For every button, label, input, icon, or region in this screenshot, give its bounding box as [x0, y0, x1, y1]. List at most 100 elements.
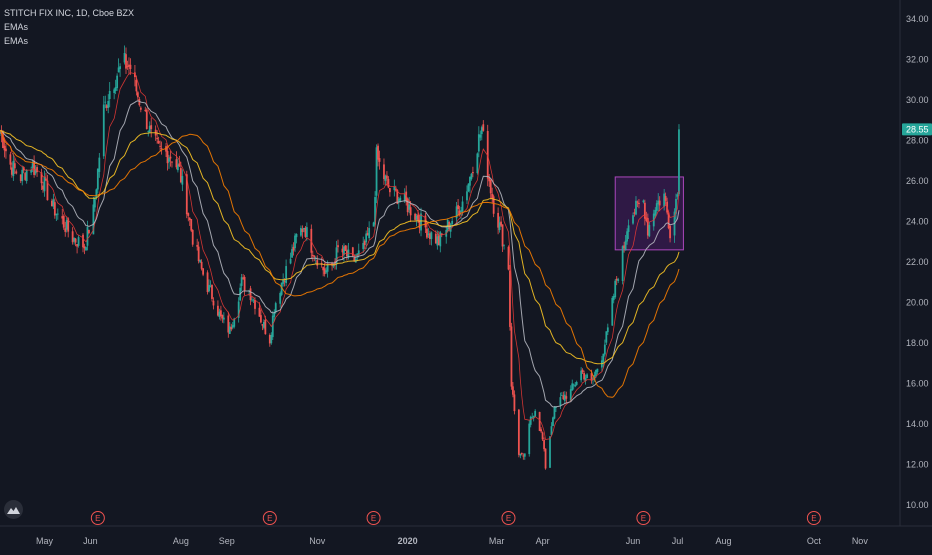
candle-body — [497, 212, 500, 228]
y-tick-label-0: 10.00 — [906, 500, 929, 510]
candle-body — [409, 207, 412, 216]
candle-body — [669, 225, 671, 239]
candle-body — [512, 386, 514, 395]
tradingview-logo-icon[interactable] — [4, 500, 23, 519]
candle-body — [222, 317, 225, 320]
candle-body — [264, 319, 267, 335]
candle-body — [492, 196, 495, 214]
candle-body — [368, 228, 371, 239]
earnings-marker-icon — [262, 511, 277, 525]
candle-body — [95, 189, 98, 198]
candle-body — [366, 233, 369, 236]
candle-body — [65, 220, 68, 230]
candle-body — [221, 315, 224, 319]
highlight-box — [614, 176, 684, 251]
candle-body — [461, 201, 464, 212]
candle-body — [344, 245, 347, 251]
candle-body — [362, 243, 365, 250]
candle-body — [590, 373, 593, 381]
x-tick-label-5: 2020 — [398, 536, 418, 546]
candle-body — [365, 233, 368, 243]
earnings-marker-icon — [636, 511, 651, 525]
candle-body — [351, 247, 354, 256]
candle-body — [88, 229, 90, 234]
candle-body — [491, 193, 494, 199]
candle-body — [519, 453, 522, 456]
candle-body — [633, 212, 636, 214]
candle-body — [470, 173, 473, 180]
candle-body — [426, 228, 428, 238]
candle-body — [621, 246, 624, 281]
candle-body — [482, 124, 485, 131]
candle-body — [563, 394, 566, 401]
candle-body — [356, 253, 359, 257]
candle-body — [128, 64, 130, 67]
candle-body — [517, 409, 520, 455]
candle-body — [107, 101, 110, 108]
candle-body — [583, 373, 585, 380]
candle-body — [635, 200, 637, 215]
indicator-ema-1[interactable]: EMAs — [4, 22, 29, 32]
candle-body — [304, 227, 307, 237]
candle-body — [34, 168, 37, 174]
candle-body — [458, 210, 461, 215]
candle-body — [199, 260, 202, 263]
candle-body — [614, 280, 617, 298]
candle-body — [565, 396, 568, 399]
candle-body — [200, 261, 203, 269]
candle-body — [282, 279, 285, 284]
y-tick-label-6: 22.00 — [906, 257, 929, 267]
candle-body — [212, 300, 215, 306]
candle-body — [273, 312, 276, 317]
candle-body — [181, 176, 184, 185]
candle-body — [196, 245, 199, 247]
last-price-badge — [902, 123, 932, 136]
candle-body — [386, 175, 388, 179]
earnings-marker-label: E — [267, 514, 272, 523]
candle-body — [291, 248, 293, 258]
candle-body — [549, 436, 551, 468]
candle-body — [437, 235, 440, 246]
candle-body — [466, 191, 468, 201]
candle-body — [550, 426, 553, 436]
candle-body — [325, 270, 328, 273]
indicator-ema-2[interactable]: EMAs — [4, 36, 29, 46]
candle-body — [451, 220, 454, 225]
candle-body — [372, 222, 375, 227]
candle-body — [439, 232, 442, 247]
candle-body — [476, 153, 479, 174]
candle-body — [544, 448, 547, 469]
candle-body — [283, 281, 286, 282]
candle-body — [61, 216, 64, 219]
candle-body — [363, 241, 366, 246]
candle-body — [357, 250, 360, 256]
candle-body — [636, 201, 639, 203]
symbol-title[interactable]: STITCH FIX INC, 1D, Cboe BZX — [4, 8, 135, 18]
candle-body — [249, 288, 252, 301]
candle-body — [46, 180, 49, 201]
candle-body — [581, 369, 584, 373]
candle-body — [624, 240, 627, 250]
candle-body — [528, 423, 531, 455]
candle-body — [529, 416, 532, 425]
candle-body — [343, 246, 345, 255]
candle-body — [98, 157, 101, 172]
candle-body — [73, 237, 76, 242]
earnings-marker-label: E — [811, 514, 816, 523]
candle-body — [83, 246, 86, 249]
candle-body — [168, 158, 170, 162]
candle-body — [175, 159, 178, 168]
candle-body — [3, 145, 6, 151]
candle-body — [534, 410, 537, 417]
candle-body — [510, 326, 513, 387]
candle-body — [86, 227, 89, 246]
candle-body — [617, 279, 620, 281]
candle-body — [378, 158, 381, 162]
candle-body — [418, 219, 421, 229]
candle-body — [285, 266, 288, 284]
candle-body — [316, 260, 319, 266]
candle-body — [125, 54, 127, 69]
ema-mid-line — [0, 130, 680, 365]
candle-body — [532, 416, 535, 418]
